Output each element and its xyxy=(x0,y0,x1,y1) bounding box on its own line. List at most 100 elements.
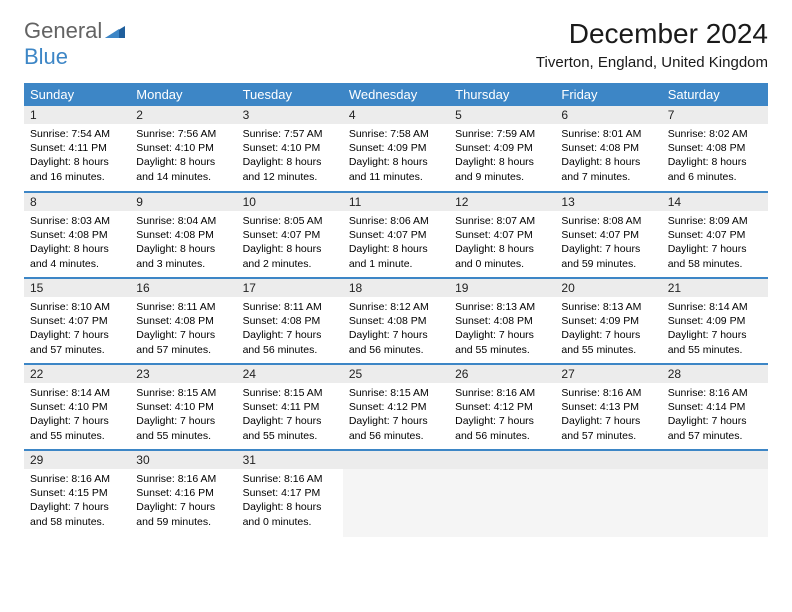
detail-line: Sunrise: 8:05 AM xyxy=(243,214,337,228)
week-row: 29Sunrise: 8:16 AMSunset: 4:15 PMDayligh… xyxy=(24,450,768,537)
day-cell: 10Sunrise: 8:05 AMSunset: 4:07 PMDayligh… xyxy=(237,192,343,278)
detail-line: Sunset: 4:08 PM xyxy=(30,228,124,242)
day-number: 4 xyxy=(343,106,449,124)
detail-line: Sunrise: 8:13 AM xyxy=(455,300,549,314)
day-details: Sunrise: 8:15 AMSunset: 4:12 PMDaylight:… xyxy=(343,383,449,447)
day-details xyxy=(343,469,449,537)
day-number xyxy=(662,451,768,469)
detail-line: and 57 minutes. xyxy=(561,429,655,443)
detail-line: Sunrise: 7:54 AM xyxy=(30,127,124,141)
detail-line: Sunset: 4:10 PM xyxy=(136,141,230,155)
detail-line: Sunrise: 8:16 AM xyxy=(243,472,337,486)
day-number: 11 xyxy=(343,193,449,211)
detail-line: Daylight: 8 hours xyxy=(30,155,124,169)
detail-line: and 4 minutes. xyxy=(30,257,124,271)
detail-line: Daylight: 8 hours xyxy=(30,242,124,256)
day-details: Sunrise: 7:57 AMSunset: 4:10 PMDaylight:… xyxy=(237,124,343,188)
detail-line: Sunset: 4:12 PM xyxy=(349,400,443,414)
detail-line: Sunset: 4:09 PM xyxy=(455,141,549,155)
detail-line: Sunset: 4:16 PM xyxy=(136,486,230,500)
detail-line: Daylight: 7 hours xyxy=(561,328,655,342)
day-details: Sunrise: 8:16 AMSunset: 4:17 PMDaylight:… xyxy=(237,469,343,533)
week-row: 22Sunrise: 8:14 AMSunset: 4:10 PMDayligh… xyxy=(24,364,768,450)
day-details xyxy=(662,469,768,537)
day-cell: 9Sunrise: 8:04 AMSunset: 4:08 PMDaylight… xyxy=(130,192,236,278)
detail-line: Sunrise: 7:59 AM xyxy=(455,127,549,141)
detail-line: and 56 minutes. xyxy=(349,343,443,357)
detail-line: and 58 minutes. xyxy=(668,257,762,271)
detail-line: Daylight: 7 hours xyxy=(136,500,230,514)
day-cell: 14Sunrise: 8:09 AMSunset: 4:07 PMDayligh… xyxy=(662,192,768,278)
detail-line: Daylight: 8 hours xyxy=(349,155,443,169)
week-row: 1Sunrise: 7:54 AMSunset: 4:11 PMDaylight… xyxy=(24,106,768,192)
day-number: 26 xyxy=(449,365,555,383)
detail-line: Sunrise: 8:04 AM xyxy=(136,214,230,228)
detail-line: Daylight: 7 hours xyxy=(136,414,230,428)
day-details: Sunrise: 8:07 AMSunset: 4:07 PMDaylight:… xyxy=(449,211,555,275)
day-header: Friday xyxy=(555,83,661,106)
day-header-row: SundayMondayTuesdayWednesdayThursdayFrid… xyxy=(24,83,768,106)
detail-line: Daylight: 7 hours xyxy=(561,242,655,256)
detail-line: Sunset: 4:07 PM xyxy=(243,228,337,242)
day-number: 6 xyxy=(555,106,661,124)
day-cell xyxy=(555,450,661,537)
detail-line: Sunrise: 8:16 AM xyxy=(668,386,762,400)
detail-line: and 55 minutes. xyxy=(243,429,337,443)
detail-line: and 9 minutes. xyxy=(455,170,549,184)
day-details: Sunrise: 8:02 AMSunset: 4:08 PMDaylight:… xyxy=(662,124,768,188)
day-number: 19 xyxy=(449,279,555,297)
detail-line: Daylight: 7 hours xyxy=(30,500,124,514)
day-details: Sunrise: 8:12 AMSunset: 4:08 PMDaylight:… xyxy=(343,297,449,361)
week-row: 15Sunrise: 8:10 AMSunset: 4:07 PMDayligh… xyxy=(24,278,768,364)
detail-line: Daylight: 8 hours xyxy=(668,155,762,169)
detail-line: Daylight: 8 hours xyxy=(136,242,230,256)
month-title: December 2024 xyxy=(536,18,768,50)
detail-line: and 11 minutes. xyxy=(349,170,443,184)
detail-line: Sunrise: 8:11 AM xyxy=(136,300,230,314)
detail-line: Sunset: 4:14 PM xyxy=(668,400,762,414)
detail-line: and 56 minutes. xyxy=(243,343,337,357)
day-details xyxy=(555,469,661,537)
detail-line: and 3 minutes. xyxy=(136,257,230,271)
day-details: Sunrise: 8:10 AMSunset: 4:07 PMDaylight:… xyxy=(24,297,130,361)
day-cell: 6Sunrise: 8:01 AMSunset: 4:08 PMDaylight… xyxy=(555,106,661,192)
detail-line: Daylight: 7 hours xyxy=(243,328,337,342)
day-details: Sunrise: 8:15 AMSunset: 4:10 PMDaylight:… xyxy=(130,383,236,447)
detail-line: Sunset: 4:15 PM xyxy=(30,486,124,500)
detail-line: Daylight: 8 hours xyxy=(349,242,443,256)
day-number xyxy=(343,451,449,469)
day-number: 21 xyxy=(662,279,768,297)
detail-line: and 59 minutes. xyxy=(561,257,655,271)
detail-line: Daylight: 7 hours xyxy=(30,328,124,342)
day-details: Sunrise: 8:13 AMSunset: 4:09 PMDaylight:… xyxy=(555,297,661,361)
day-details: Sunrise: 7:59 AMSunset: 4:09 PMDaylight:… xyxy=(449,124,555,188)
day-details: Sunrise: 8:08 AMSunset: 4:07 PMDaylight:… xyxy=(555,211,661,275)
day-details xyxy=(449,469,555,537)
day-cell: 5Sunrise: 7:59 AMSunset: 4:09 PMDaylight… xyxy=(449,106,555,192)
day-details: Sunrise: 7:58 AMSunset: 4:09 PMDaylight:… xyxy=(343,124,449,188)
detail-line: and 57 minutes. xyxy=(30,343,124,357)
day-number: 22 xyxy=(24,365,130,383)
day-number: 7 xyxy=(662,106,768,124)
detail-line: Daylight: 7 hours xyxy=(561,414,655,428)
day-cell: 15Sunrise: 8:10 AMSunset: 4:07 PMDayligh… xyxy=(24,278,130,364)
day-cell: 27Sunrise: 8:16 AMSunset: 4:13 PMDayligh… xyxy=(555,364,661,450)
detail-line: Sunrise: 8:13 AM xyxy=(561,300,655,314)
detail-line: Sunrise: 7:56 AM xyxy=(136,127,230,141)
day-header: Sunday xyxy=(24,83,130,106)
detail-line: and 12 minutes. xyxy=(243,170,337,184)
detail-line: Daylight: 7 hours xyxy=(136,328,230,342)
day-number: 30 xyxy=(130,451,236,469)
day-number: 27 xyxy=(555,365,661,383)
day-details: Sunrise: 8:14 AMSunset: 4:09 PMDaylight:… xyxy=(662,297,768,361)
day-number: 20 xyxy=(555,279,661,297)
day-cell: 2Sunrise: 7:56 AMSunset: 4:10 PMDaylight… xyxy=(130,106,236,192)
day-cell: 31Sunrise: 8:16 AMSunset: 4:17 PMDayligh… xyxy=(237,450,343,537)
day-details: Sunrise: 8:09 AMSunset: 4:07 PMDaylight:… xyxy=(662,211,768,275)
day-details: Sunrise: 7:54 AMSunset: 4:11 PMDaylight:… xyxy=(24,124,130,188)
detail-line: Sunset: 4:11 PM xyxy=(30,141,124,155)
header: General Blue December 2024 Tiverton, Eng… xyxy=(24,18,768,71)
day-details: Sunrise: 8:16 AMSunset: 4:14 PMDaylight:… xyxy=(662,383,768,447)
detail-line: Sunrise: 8:12 AM xyxy=(349,300,443,314)
day-number xyxy=(555,451,661,469)
